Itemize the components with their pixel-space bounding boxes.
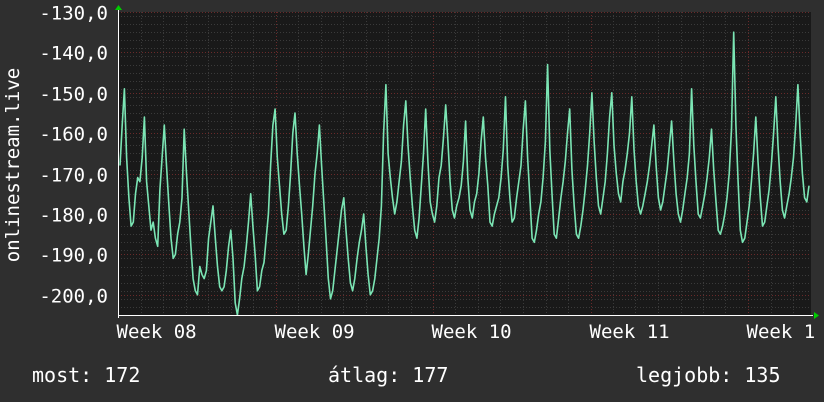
x-tick-label: Week 1 (747, 321, 816, 343)
series-layer (119, 31, 810, 316)
x-axis-arrow (814, 312, 819, 319)
stat-average: átlag: 177 (328, 363, 449, 387)
y-tick-label: -200,0 (39, 286, 108, 308)
series-line (119, 31, 810, 316)
y-axis-label: onlinestream.live (2, 68, 24, 262)
x-tick-label: Week 09 (275, 321, 355, 343)
grid-minor (118, 12, 811, 316)
y-tick-label: -170,0 (39, 165, 108, 187)
y-tick-label: -130,0 (39, 3, 108, 25)
stat-current: most: 172 (32, 363, 141, 387)
x-tick-label: Week 10 (432, 321, 512, 343)
axes (115, 5, 819, 319)
y-tick-label: -140,0 (39, 43, 108, 65)
x-tick-label: Week 11 (590, 321, 670, 343)
x-tick-label: Week 08 (117, 321, 197, 343)
y-tick-label: -180,0 (39, 205, 108, 227)
y-tick-label: -160,0 (39, 124, 108, 146)
y-tick-label: -190,0 (39, 245, 108, 267)
x-tick-labels: Week 08 Week 09 Week 10 Week 11 Week 1 (117, 321, 816, 343)
y-axis-arrow (115, 5, 122, 10)
stat-best: legjobb: 135 (636, 363, 781, 387)
y-tick-labels: -130,0 -140,0 -150,0 -160,0 -170,0 -180,0 -190… (39, 3, 108, 308)
plot-background (118, 12, 811, 315)
y-tick-label: -150,0 (39, 84, 108, 106)
